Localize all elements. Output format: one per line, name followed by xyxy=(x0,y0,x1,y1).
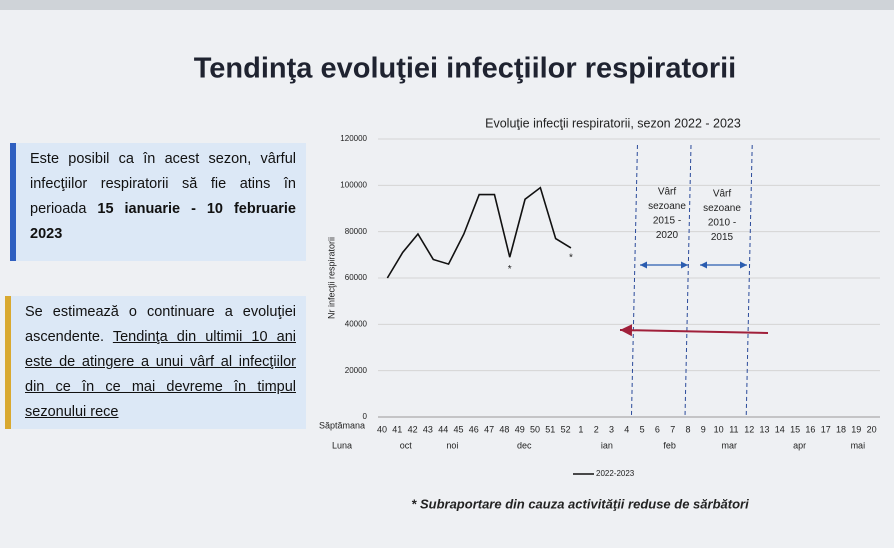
x-tick-label: 15 xyxy=(790,424,800,434)
x-tick-label: 44 xyxy=(438,424,448,434)
x-tick-label: 2 xyxy=(594,424,599,434)
annotation-text: Vârf xyxy=(713,189,732,200)
x-tick-label: 43 xyxy=(423,424,433,434)
month-label: dec xyxy=(517,440,532,450)
month-label: ian xyxy=(601,440,613,450)
y-tick-label: 100000 xyxy=(340,180,367,189)
x-axis-label: Săptămana xyxy=(319,420,365,430)
x-tick-label: 14 xyxy=(775,424,785,434)
x-tick-label: 5 xyxy=(640,424,645,434)
x-tick-label: 1 xyxy=(578,424,583,434)
x-tick-label: 13 xyxy=(759,424,769,434)
x-tick-label: 48 xyxy=(499,424,509,434)
y-tick-label: 120000 xyxy=(340,134,367,143)
x-tick-label: 20 xyxy=(867,424,877,434)
trend-arrow xyxy=(619,324,769,337)
annotation-text: 2010 - xyxy=(708,218,736,229)
annotation-text: sezoane xyxy=(703,203,741,214)
x-tick-label: 9 xyxy=(701,424,706,434)
month-row-label: Luna xyxy=(332,440,352,450)
text-box: Este posibil ca în acest sezon, vârful i… xyxy=(10,143,306,261)
month-label: oct xyxy=(400,440,413,450)
x-tick-label: 6 xyxy=(655,424,660,434)
x-tick-label: 7 xyxy=(670,424,675,434)
x-tick-label: 41 xyxy=(392,424,402,434)
month-label: apr xyxy=(793,440,806,450)
chart-title: Evoluţie infecţii respiratorii, sezon 20… xyxy=(485,116,741,130)
y-tick-label: 0 xyxy=(363,412,368,421)
x-tick-label: 18 xyxy=(836,424,846,434)
y-axis-label: Nr infecţii respiratorii xyxy=(326,237,336,319)
annotation-text: Vârf xyxy=(658,187,677,198)
x-tick-label: 52 xyxy=(561,424,571,434)
box-text: Este posibil ca în acest sezon, vârful i… xyxy=(30,151,296,217)
box-bold-text: 15 ianuarie - 10 februarie 2023 xyxy=(30,201,297,242)
annotation-text: 2015 - xyxy=(653,216,681,227)
month-label: mai xyxy=(851,440,866,450)
slide-title: Tendinţa evoluţiei infecţiilor respirato… xyxy=(194,53,737,85)
x-tick-label: 3 xyxy=(609,424,614,434)
y-tick-label: 80000 xyxy=(345,227,368,236)
x-tick-label: 8 xyxy=(685,424,690,434)
box-text: Se estimează o continuare a evoluţiei as… xyxy=(25,304,296,345)
x-tick-label: 50 xyxy=(530,424,540,434)
legend-label: 2022-2023 xyxy=(596,469,635,478)
text-box: Se estimează o continuare a evoluţiei as… xyxy=(5,296,306,429)
x-tick-label: 40 xyxy=(377,424,387,434)
footnote: * Subraportare din cauza activităţii red… xyxy=(411,496,749,511)
x-tick-label: 47 xyxy=(484,424,494,434)
x-tick-label: 12 xyxy=(744,424,754,434)
x-tick-label: 45 xyxy=(453,424,463,434)
y-tick-label: 60000 xyxy=(345,273,368,282)
x-tick-label: 49 xyxy=(515,424,525,434)
y-tick-label: 40000 xyxy=(345,319,368,328)
x-tick-label: 51 xyxy=(545,424,555,434)
annotation-text: 2020 xyxy=(656,230,679,241)
x-tick-label: 16 xyxy=(805,424,815,434)
x-tick-label: 19 xyxy=(851,424,861,434)
month-label: noi xyxy=(446,440,458,450)
x-tick-label: 4 xyxy=(624,424,629,434)
reference-line xyxy=(745,144,753,418)
month-label: mar xyxy=(722,440,738,450)
annotation-text: 2015 xyxy=(711,232,734,243)
reference-line xyxy=(684,144,692,418)
month-label: feb xyxy=(663,440,676,450)
annotation-text: sezoane xyxy=(648,201,686,212)
box-underlined-text: Tendinţa din ultimii 10 ani este de atin… xyxy=(25,329,296,420)
annotation-text: * xyxy=(508,264,512,275)
reference-line xyxy=(630,144,638,418)
annotation-text: * xyxy=(569,253,573,264)
x-tick-label: 42 xyxy=(408,424,418,434)
line xyxy=(386,186,572,279)
x-tick-label: 10 xyxy=(714,424,724,434)
slide-top-edge xyxy=(0,0,894,10)
x-tick-label: 17 xyxy=(821,424,831,434)
x-tick-label: 11 xyxy=(729,424,738,434)
x-tick-label: 46 xyxy=(469,424,479,434)
y-tick-label: 20000 xyxy=(345,366,368,375)
